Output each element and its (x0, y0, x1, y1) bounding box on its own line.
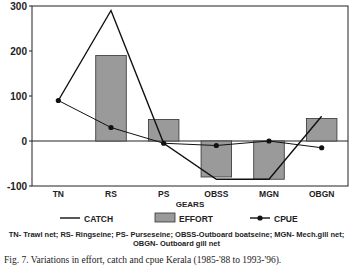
x-tick-label: PS (158, 189, 170, 199)
line (58, 101, 321, 148)
legend-label: CATCH (84, 214, 113, 224)
legend-line (60, 217, 80, 218)
legend-marker (257, 215, 262, 220)
y-tick (29, 141, 32, 142)
y-tick-label: 0 (21, 136, 27, 147)
x-tick-label: OBSS (204, 189, 228, 199)
y-tick-label: -100 (7, 181, 27, 192)
marker (214, 143, 219, 148)
plot-frame (32, 6, 348, 186)
marks (56, 11, 337, 180)
y-tick-label: 100 (10, 91, 27, 102)
marker (266, 138, 271, 143)
legend-swatch (155, 213, 175, 222)
y-tick-label: 300 (10, 1, 27, 12)
y-tick (29, 6, 32, 7)
line (58, 11, 321, 180)
y-tick (29, 186, 32, 187)
x-tick-label: RS (105, 189, 117, 199)
x-axis-label: GEARS (176, 200, 205, 209)
legend-label: EFFORT (179, 214, 214, 224)
caption: Fig. 7. Variations in effort, catch and … (4, 255, 349, 265)
marker (56, 98, 61, 103)
chart: -100 0 100 200 300 TN RS PS OBSS MGN OBGN GEARS CATC… (0, 0, 353, 230)
bar (254, 141, 285, 179)
bar (43, 141, 74, 142)
y-tick (29, 51, 32, 52)
marker (108, 125, 113, 130)
bar (148, 119, 179, 141)
legend-label: CPUE (274, 214, 298, 224)
notes: TN- Trawl net; RS- Ringseine; PS- Purses… (4, 230, 349, 248)
x-tick-label: OBGN (309, 189, 335, 199)
bar (96, 56, 127, 142)
marker (319, 145, 324, 150)
x-tick-label: MGN (259, 189, 279, 199)
marker (161, 141, 166, 146)
y-tick-label: 200 (10, 46, 27, 57)
x-tick-label: TN (53, 189, 64, 199)
y-tick (29, 96, 32, 97)
